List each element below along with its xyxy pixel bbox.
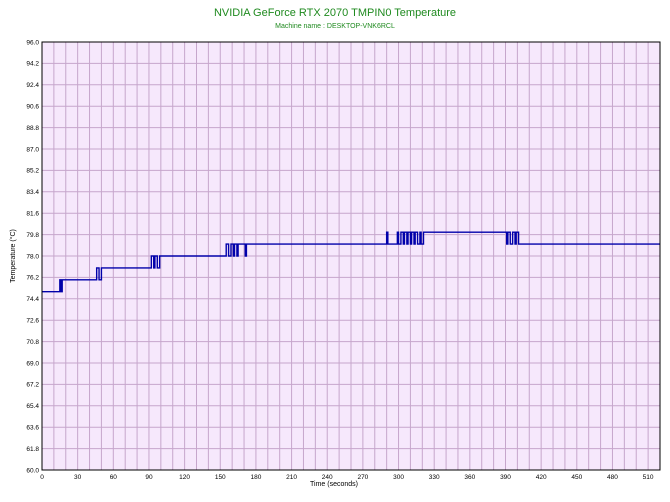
y-tick-label: 88.8 [26, 125, 39, 132]
y-tick-label: 96.0 [26, 39, 39, 46]
y-tick-label: 79.8 [26, 232, 39, 239]
y-tick-label: 65.4 [26, 403, 39, 410]
y-tick-label: 69.0 [26, 360, 39, 367]
y-tick-label: 70.8 [26, 339, 39, 346]
y-tick-label: 61.8 [26, 446, 39, 453]
series-layer [42, 231, 660, 293]
y-tick-label: 60.0 [26, 467, 39, 474]
x-tick-label: 0 [40, 474, 44, 481]
y-tick-label: 63.6 [26, 425, 39, 432]
y-tick-label: 92.4 [26, 82, 39, 89]
x-tick-label: 510 [643, 474, 654, 481]
x-tick-label: 480 [607, 474, 618, 481]
y-tick-label: 83.4 [26, 189, 39, 196]
x-tick-label: 30 [74, 474, 82, 481]
x-tick-label: 240 [322, 474, 333, 481]
x-tick-label: 60 [110, 474, 118, 481]
y-tick-label: 74.4 [26, 296, 39, 303]
y-axis-label: Temperature (°C) [9, 229, 17, 283]
x-tick-label: 330 [429, 474, 440, 481]
y-tick-label: 72.6 [26, 318, 39, 325]
x-tick-label: 270 [357, 474, 368, 481]
x-tick-label: 210 [286, 474, 297, 481]
x-tick-label: 360 [464, 474, 475, 481]
x-tick-label: 450 [571, 474, 582, 481]
y-tick-label: 76.2 [26, 275, 39, 282]
temperature-series-line [42, 231, 660, 293]
y-tick-label: 87.0 [26, 146, 39, 153]
y-tick-label: 85.2 [26, 168, 39, 175]
x-tick-label: 90 [145, 474, 153, 481]
y-tick-label: 81.6 [26, 211, 39, 218]
x-tick-label: 390 [500, 474, 511, 481]
y-tick-label: 78.0 [26, 253, 39, 260]
x-tick-label: 180 [250, 474, 261, 481]
x-tick-label: 300 [393, 474, 404, 481]
plot-border [41, 41, 661, 471]
y-tick-label: 67.2 [26, 382, 39, 389]
y-tick-label: 94.2 [26, 61, 39, 68]
grid [42, 41, 660, 471]
y-tick-label: 90.6 [26, 104, 39, 111]
x-tick-label: 120 [179, 474, 190, 481]
x-tick-label: 150 [215, 474, 226, 481]
chart-subtitle: Machine name : DESKTOP-VNK6RCL [275, 23, 395, 30]
x-axis-label: Time (seconds) [310, 481, 358, 488]
y-axis-ticks: 60.0 61.8 63.6 65.4 67.2 69.0 70.8 72.6 74.4 76.2… [26, 39, 39, 474]
x-axis-ticks: 0 30 60 90 120 150 180 210 240 270 300 330 360 390 420… [40, 474, 654, 481]
x-tick-label: 420 [536, 474, 547, 481]
chart-title: NVIDIA GeForce RTX 2070 TMPIN0 Temperatu… [214, 7, 456, 19]
